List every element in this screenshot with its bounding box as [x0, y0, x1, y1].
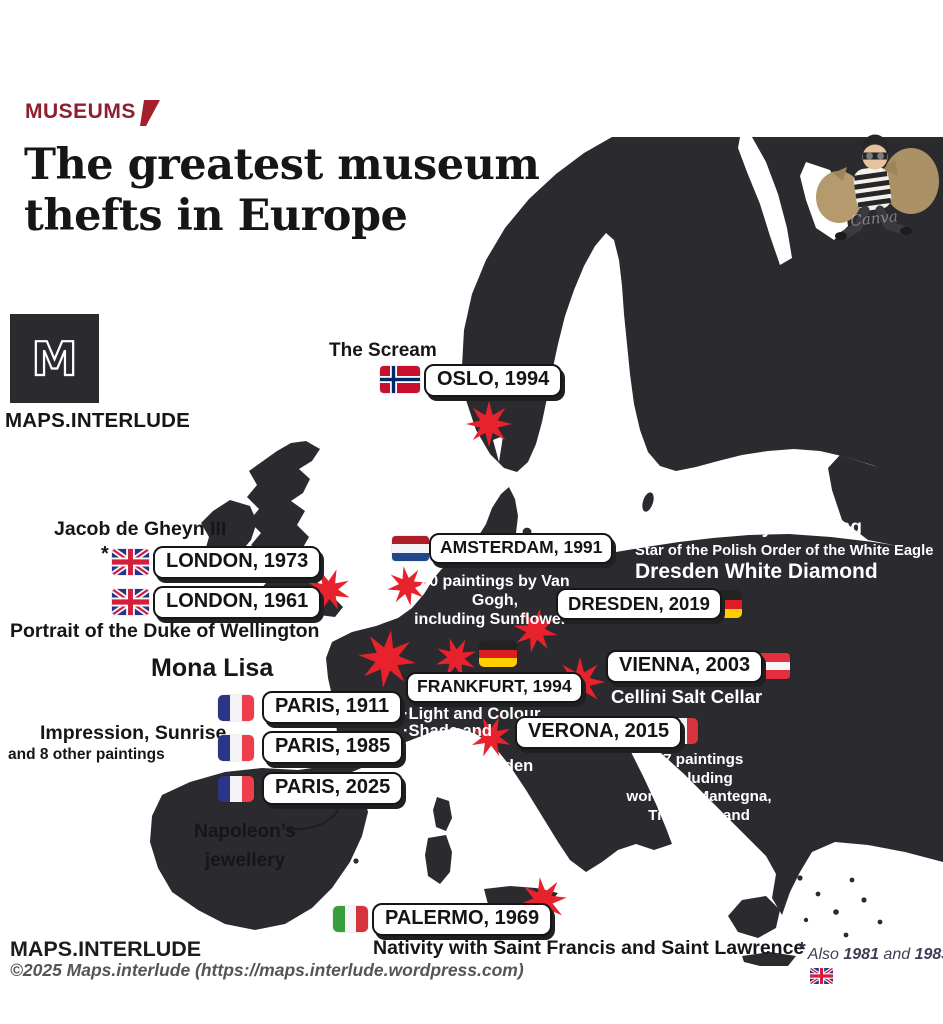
footnote-prefix: Also: [807, 946, 844, 963]
aegean-island: [877, 919, 883, 925]
aegean-island: [803, 917, 809, 923]
gotland-island: [642, 492, 654, 512]
united-kingdom-flag-icon: [112, 589, 149, 615]
paris-1985-artwork-label: Impression, Sunrise: [40, 722, 227, 744]
white-sea-inlet: [738, 137, 792, 265]
footnote: * Also 1981 and 1983: [798, 940, 943, 984]
london-1973-footnote-mark: *: [101, 543, 109, 565]
kicker: MUSEUMS: [25, 100, 160, 126]
amsterdam-burst-icon: [384, 563, 430, 609]
vienna-pin: VIENNA, 2003: [606, 650, 764, 683]
oslofjord-inlet: [493, 436, 503, 462]
united-kingdom-flag-icon: [810, 968, 833, 984]
logo-letter: M: [32, 332, 78, 386]
france-flag-icon: [218, 735, 254, 761]
footer-copyright: ©2025 Maps.interlude (https://maps.inter…: [10, 960, 524, 980]
page-title: The greatest museum thefts in Europe: [24, 140, 540, 241]
watermark-label: Canva: [850, 207, 899, 230]
logo-name: MAPS.INTERLUDE: [5, 409, 191, 432]
london-1961-pin: LONDON, 1961: [153, 586, 322, 619]
norway-flag-icon: [380, 366, 420, 393]
paris-1985-artwork-note: and 8 other paintings: [8, 746, 165, 763]
paris-2025-connector-line: [287, 802, 343, 831]
paris-1985-pin: PARIS, 1985: [262, 731, 404, 764]
aegean-island: [833, 909, 839, 915]
dresden-pin: DRESDEN, 2019: [556, 588, 722, 621]
sardinia-island: [425, 835, 452, 884]
dresden-burst-icon: [509, 604, 562, 657]
paris-burst-icon: [354, 626, 420, 692]
frankfurt-artwork-list: ·Light and Colour ·Shade and Darkness ·N…: [403, 705, 541, 775]
maps-interlude-logo: M: [10, 314, 99, 403]
dresden-artwork-detail: Star of the Polish Order of the White Ea…: [635, 543, 934, 559]
paris-2025-pin: PARIS, 2025: [262, 772, 404, 805]
ireland-landmass: [201, 500, 257, 559]
money-bag-icon: [883, 148, 939, 214]
kicker-label: MUSEUMS: [25, 100, 136, 123]
london-1961-artwork-label: Portrait of the Duke of Wellington: [10, 620, 320, 642]
palermo-artwork-label: Nativity with Saint Francis and Saint La…: [373, 937, 805, 959]
austria-flag-icon: [752, 653, 790, 679]
russia-landmass: [828, 455, 943, 556]
frankfurt-pin: FRANKFURT, 1994: [406, 672, 583, 703]
palermo-burst-icon: [516, 874, 570, 928]
peloponnese-landmass: [728, 896, 780, 938]
aegean-island: [843, 932, 849, 938]
united-kingdom-flag-icon: [112, 549, 149, 575]
frankfurt-burst-icon: [430, 632, 483, 685]
corsica-island: [433, 797, 452, 831]
footnote-text: Also 1981 and 1983: [808, 946, 943, 964]
footnote-conjunction: and: [878, 946, 915, 963]
aegean-island: [849, 877, 855, 883]
london-burst-icon: [301, 562, 357, 618]
mainland-europe-landmass: [150, 487, 943, 930]
balearic-island: [328, 868, 336, 876]
kicker-flag-icon: [139, 100, 160, 126]
vienna-artwork-label: Cellini Salt Cellar: [611, 686, 763, 707]
london-1973-artwork-label: Jacob de Gheyn III: [54, 518, 227, 540]
oslo-pin: OSLO, 1994: [424, 364, 563, 397]
aegean-island: [797, 875, 803, 881]
oslo-burst-icon: [466, 401, 512, 447]
germany-flag-icon: [479, 641, 517, 667]
verona-burst-icon: [464, 710, 519, 765]
italy-flag-icon: [333, 906, 368, 932]
footnote-year-1981: 1981: [843, 946, 879, 963]
verona-artwork-label: 17 paintings including works by Mantegna…: [626, 751, 772, 843]
germany-flag-icon: [702, 591, 742, 618]
balearic-island: [353, 858, 359, 864]
dresden-artwork-intro: Royal jewellery including: [635, 517, 863, 538]
balearic-island: [302, 865, 308, 871]
footer-brand: MAPS.INTERLUDE: [10, 937, 202, 961]
money-bag-icon: [816, 171, 862, 223]
paris-1911-artwork-label: Mona Lisa: [151, 654, 274, 682]
amsterdam-pin: AMSTERDAM, 1991: [429, 533, 614, 564]
palermo-pin: PALERMO, 1969: [372, 903, 553, 936]
dresden-artwork-highlight: Dresden White Diamond: [635, 560, 878, 583]
amsterdam-artwork-label: 20 paintings by Van Gogh, including Sunf…: [414, 573, 576, 628]
footnote-mark: *: [798, 939, 806, 961]
crete-island: [742, 952, 796, 966]
thief-illustration: Canva: [816, 134, 939, 240]
france-flag-icon: [218, 695, 254, 721]
paris-1911-pin: PARIS, 1911: [262, 691, 403, 724]
footnote-year-1983: 1983: [914, 946, 943, 963]
paris-2025-artwork-label: Napoleon’s jewellery: [194, 821, 296, 872]
france-flag-icon: [218, 776, 254, 802]
verona-pin: VERONA, 2015: [515, 716, 683, 749]
oslo-artwork-label: The Scream: [329, 340, 437, 361]
aegean-island: [815, 891, 821, 897]
aegean-island: [861, 897, 867, 903]
london-1973-pin: LONDON, 1973: [153, 546, 322, 579]
netherlands-flag-icon: [392, 536, 429, 561]
